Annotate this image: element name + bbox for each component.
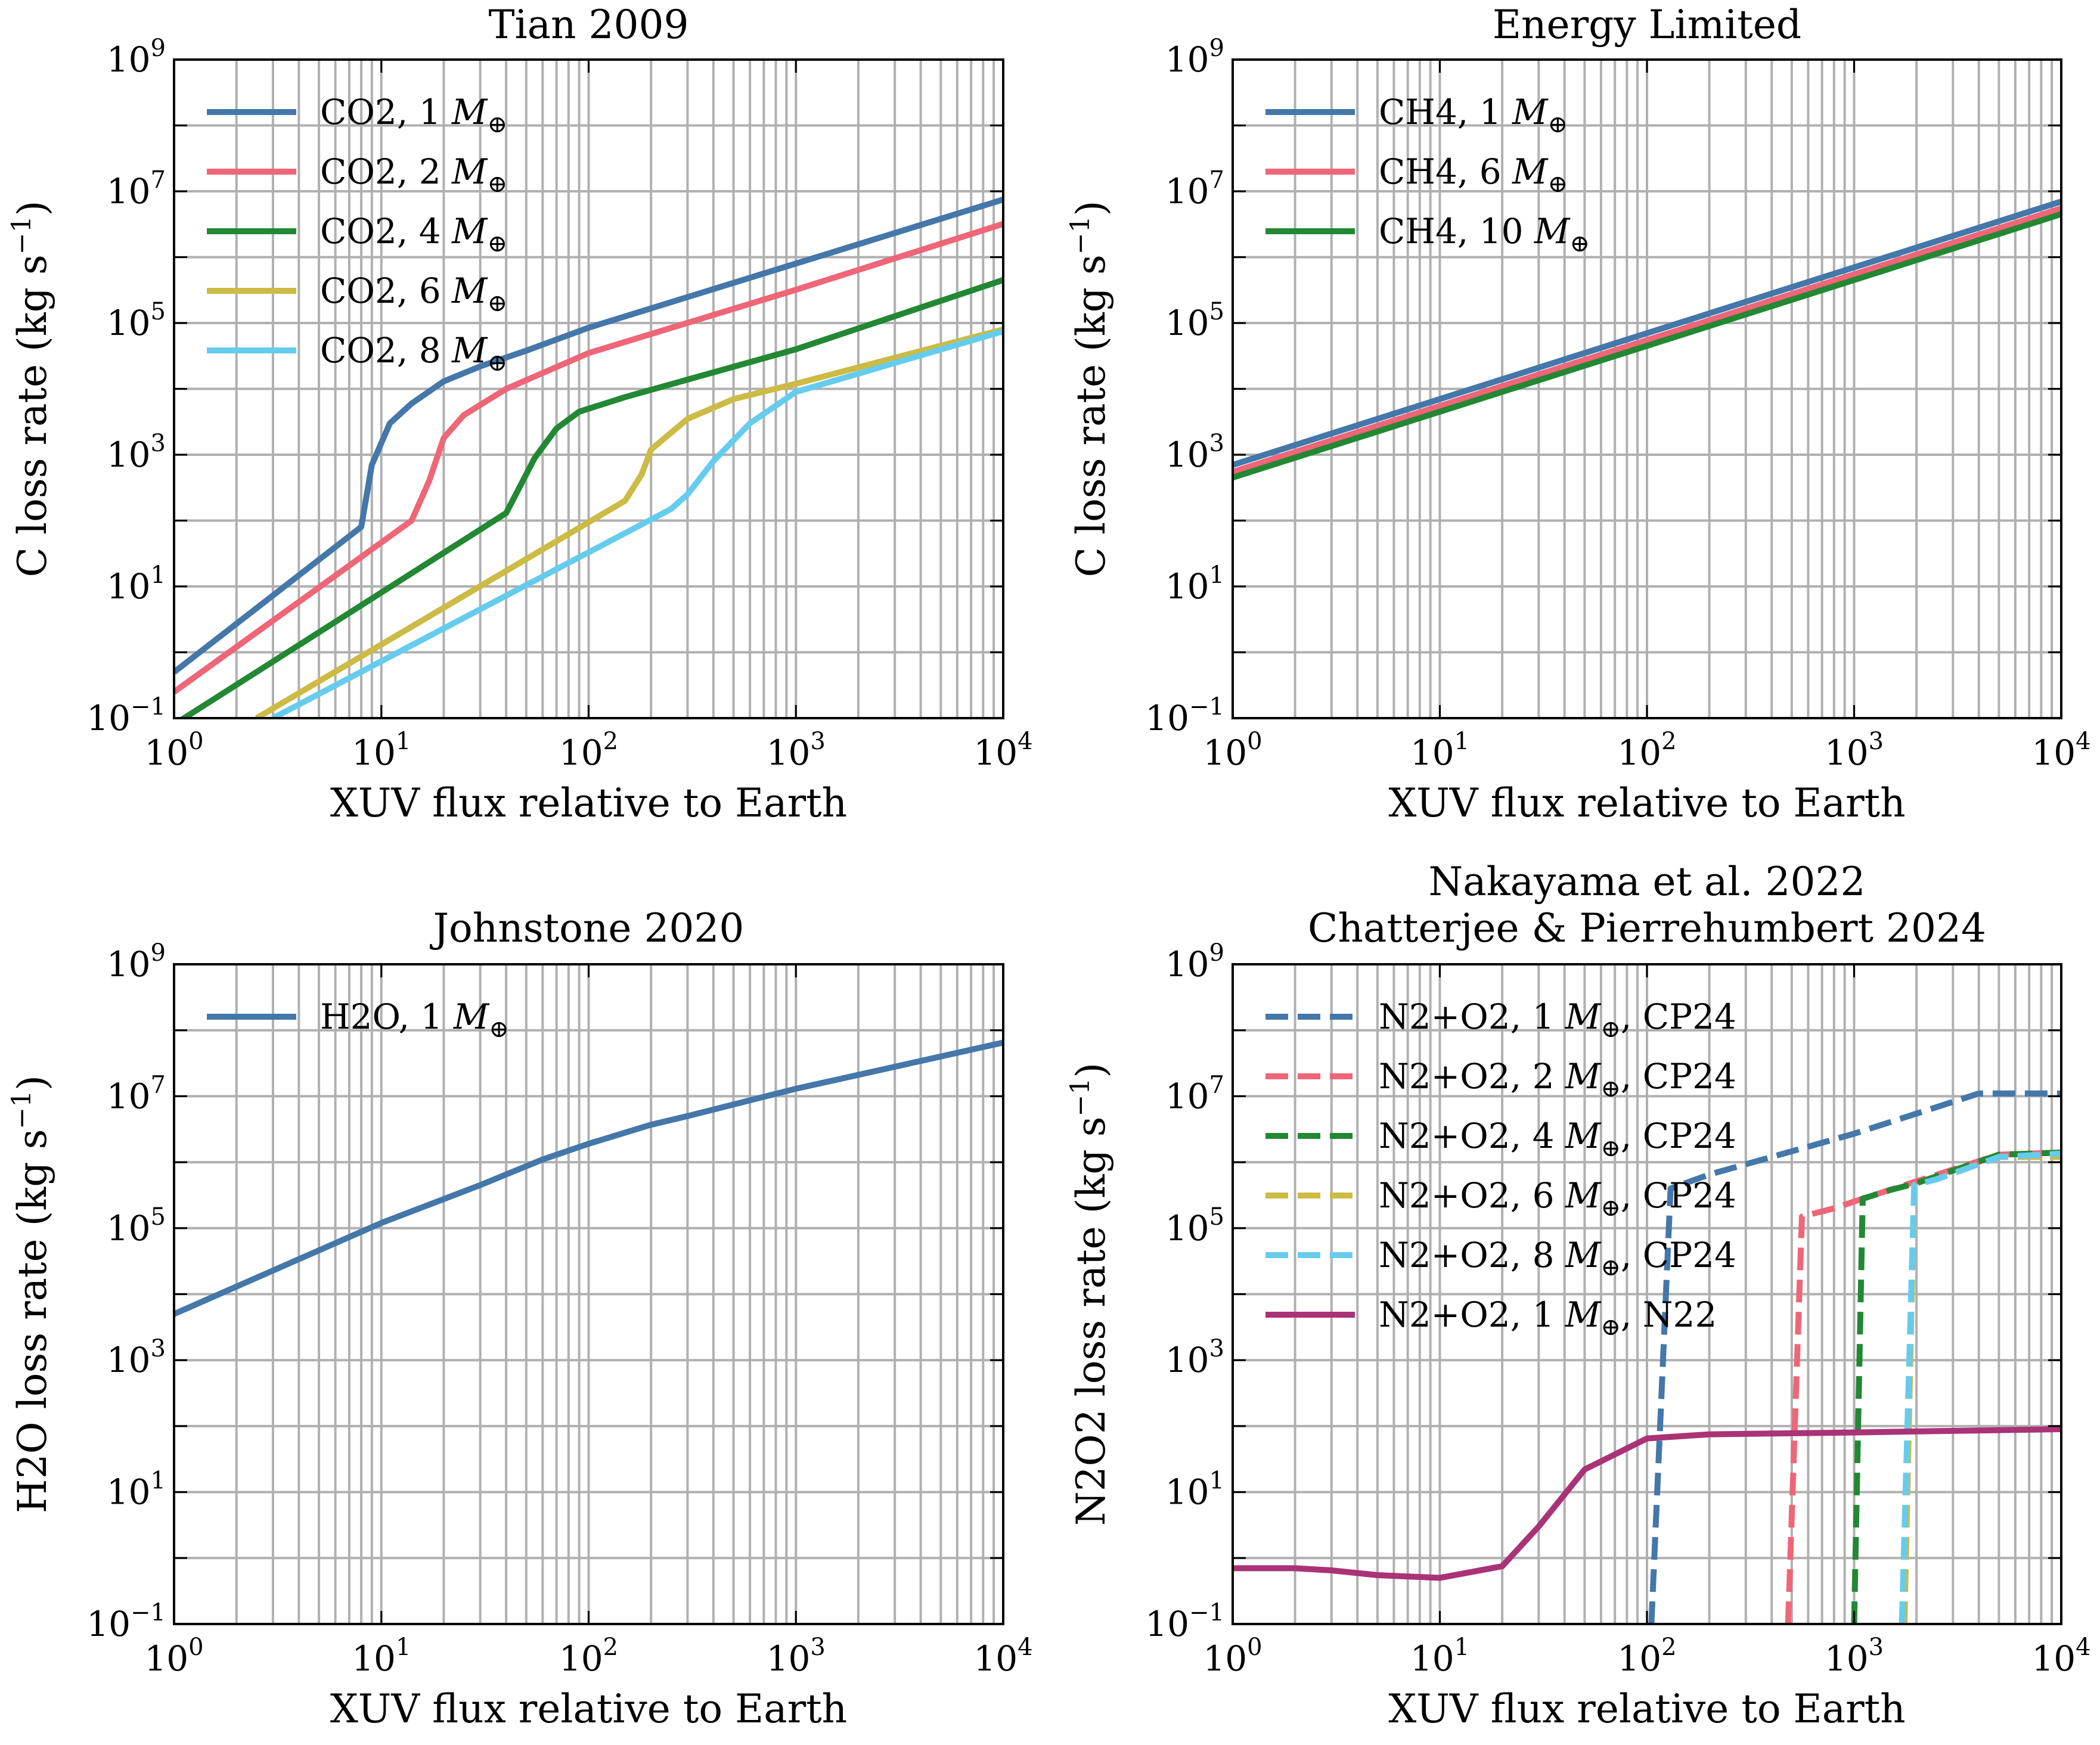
series-line-6 xyxy=(1233,1426,2061,1581)
legend: CO2, 1 M⊕ CO2, 2 M⊕ CO2, 4 M⊕ CO2, 6 M⊕ CO2,… xyxy=(207,92,507,377)
y-tick-label: 109 xyxy=(107,35,166,80)
x-tick-label: 101 xyxy=(1410,1634,1469,1679)
x-tick-label: 100 xyxy=(144,728,203,773)
y-tick-label: 101 xyxy=(107,561,166,607)
y-tick-label: 107 xyxy=(1165,1071,1224,1116)
x-tick-label: 103 xyxy=(1825,728,1884,773)
x-tick-label: 104 xyxy=(2031,728,2090,773)
legend-entry-2: CH4, 6 M⊕ xyxy=(1379,151,1568,198)
series-line-3 xyxy=(178,277,1003,718)
x-axis-label: XUV flux relative to Earth xyxy=(1388,1686,1905,1732)
legend: N2+O2, 1 M⊕, CP24 N2+O2, 2 M⊕, CP24 N2+O2,… xyxy=(1265,996,1736,1341)
series-line-5 xyxy=(1899,1150,2061,1624)
series-line-3 xyxy=(1233,211,2061,481)
x-tick-label: 102 xyxy=(1617,728,1676,773)
legend-entry-1: N2+O2, 1 M⊕, CP24 xyxy=(1379,996,1736,1043)
legend: CH4, 1 M⊕ CH4, 6 M⊕ CH4, 10 M⊕ xyxy=(1265,92,1590,257)
y-tick-label: 101 xyxy=(107,1467,166,1513)
legend-entry-4: CO2, 6 M⊕ xyxy=(320,271,507,317)
series-line-1 xyxy=(174,197,1003,675)
legend-entry-1: CH4, 1 M⊕ xyxy=(1379,92,1568,138)
y-tick-label: 105 xyxy=(1165,298,1224,343)
series-line-1 xyxy=(1648,1090,2061,1624)
y-tick-label: 109 xyxy=(107,939,166,985)
legend-entry-3: CH4, 10 M⊕ xyxy=(1379,211,1590,257)
y-tick-label: 10−1 xyxy=(1145,1599,1224,1644)
y-tick-label: 103 xyxy=(107,430,166,475)
x-tick-label: 104 xyxy=(973,728,1032,773)
chart-title: Johnstone 2020 xyxy=(430,905,745,951)
y-tick-label: 101 xyxy=(1165,1467,1224,1513)
chart-title: Tian 2009 xyxy=(489,2,689,48)
x-tick-label: 103 xyxy=(767,728,826,773)
legend-entry-5: CO2, 8 M⊕ xyxy=(320,330,507,377)
y-axis-label: C loss rate (kg s−1) xyxy=(7,201,55,577)
y-tick-label: 103 xyxy=(1165,1335,1224,1380)
y-tick-label: 107 xyxy=(107,1071,166,1116)
series-line-4 xyxy=(255,326,1003,718)
x-tick-label: 100 xyxy=(144,1634,203,1679)
legend-entry-4: N2+O2, 6 M⊕, CP24 xyxy=(1379,1175,1736,1222)
y-tick-label: 107 xyxy=(1165,166,1224,212)
y-tick-label: 10−1 xyxy=(86,693,166,738)
series-group xyxy=(1233,198,2061,481)
x-tick-label: 103 xyxy=(767,1634,826,1679)
y-tick-label: 10−1 xyxy=(1145,693,1224,738)
y-tick-label: 101 xyxy=(1165,561,1224,607)
y-axis-label: N2O2 loss rate (kg s−1) xyxy=(1065,1063,1114,1526)
y-tick-label: 10−1 xyxy=(86,1599,166,1644)
x-tick-label: 104 xyxy=(2031,1634,2090,1679)
x-tick-label: 102 xyxy=(1617,1634,1676,1679)
y-axis-label: C loss rate (kg s−1) xyxy=(1065,201,1114,577)
series-line-1 xyxy=(174,1039,1003,1317)
x-tick-label: 101 xyxy=(1410,728,1469,773)
chart-title: Nakayama et al. 2022 xyxy=(1429,859,1866,905)
series-line-3 xyxy=(1851,1149,2061,1624)
legend-entry-2: CO2, 2 M⊕ xyxy=(320,151,507,198)
y-tick-label: 103 xyxy=(1165,430,1224,475)
x-tick-label: 103 xyxy=(1825,1634,1884,1679)
legend: H2O, 1 M⊕ xyxy=(207,996,509,1043)
legend-entry-2: N2+O2, 2 M⊕, CP24 xyxy=(1379,1056,1736,1103)
panel-2: 100 101 102 103 104 10−1 101 103 105 107 109 Energy… xyxy=(1065,2,2091,826)
legend-entry-1: CO2, 1 M⊕ xyxy=(320,92,507,138)
panel-3: 100 101 102 103 104 10−1 101 103 105 107 109 Johnst… xyxy=(7,905,1033,1732)
panel-1: 100 101 102 103 104 10−1 101 103 105 107 109 Tian 2… xyxy=(7,2,1033,826)
legend-entry-1: H2O, 1 M⊕ xyxy=(320,996,509,1043)
y-tick-label: 109 xyxy=(1165,35,1224,80)
series-line-2 xyxy=(1785,1149,2061,1624)
x-axis-label: XUV flux relative to Earth xyxy=(330,780,847,826)
y-tick-label: 107 xyxy=(107,166,166,212)
legend-entry-5: N2+O2, 8 M⊕, CP24 xyxy=(1379,1235,1736,1281)
series-group xyxy=(174,1039,1003,1317)
legend-entry-6: N2+O2, 1 M⊕, N22 xyxy=(1379,1294,1717,1341)
x-tick-label: 101 xyxy=(352,728,411,773)
legend-entry-3: N2+O2, 4 M⊕, CP24 xyxy=(1379,1116,1736,1162)
x-tick-label: 102 xyxy=(559,728,618,773)
series-line-2 xyxy=(1233,205,2061,475)
legend-entry-3: CO2, 4 M⊕ xyxy=(320,211,507,257)
series-line-5 xyxy=(271,328,1003,718)
series-group xyxy=(174,197,1003,718)
series-group xyxy=(1233,1090,2061,1624)
x-tick-label: 100 xyxy=(1203,728,1262,773)
y-tick-label: 103 xyxy=(107,1335,166,1380)
x-axis-label: XUV flux relative to Earth xyxy=(330,1686,847,1732)
panel-4: 100 101 102 103 104 10−1 101 103 105 107 109 Nakaya… xyxy=(1065,859,2091,1732)
chart-subtitle: Chatterjee & Pierrehumbert 2024 xyxy=(1308,905,1986,951)
y-tick-label: 105 xyxy=(1165,1203,1224,1249)
x-axis-label: XUV flux relative to Earth xyxy=(1388,780,1905,826)
chart-title: Energy Limited xyxy=(1493,2,1801,48)
x-tick-label: 100 xyxy=(1203,1634,1262,1679)
x-tick-label: 104 xyxy=(973,1634,1032,1679)
y-axis-label: H2O loss rate (kg s−1) xyxy=(7,1075,55,1513)
y-tick-label: 109 xyxy=(1165,939,1224,985)
y-tick-label: 105 xyxy=(107,298,166,343)
y-tick-label: 105 xyxy=(107,1203,166,1249)
x-tick-label: 101 xyxy=(352,1634,411,1679)
series-line-1 xyxy=(1233,198,2061,468)
series-line-2 xyxy=(174,221,1003,695)
x-tick-label: 102 xyxy=(559,1634,618,1679)
